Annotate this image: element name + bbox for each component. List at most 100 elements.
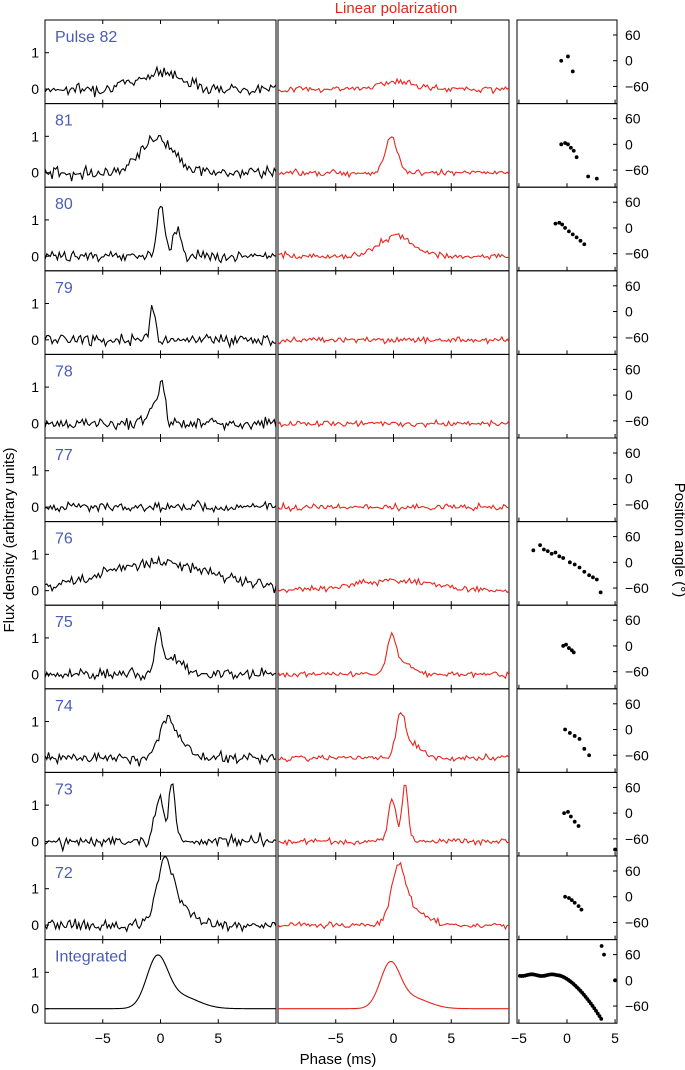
pa-point — [531, 548, 536, 553]
x-tick-label: 5 — [214, 1030, 222, 1046]
pa-tick-label: −60 — [625, 998, 649, 1014]
pa-point — [576, 824, 581, 828]
pa-point — [553, 221, 558, 226]
pa-point — [570, 69, 575, 74]
pa-tick-label: 0 — [625, 220, 633, 236]
pa-point — [566, 142, 570, 147]
x-tick-label: −5 — [328, 1030, 344, 1046]
pa-x-tick-label: 5 — [611, 1030, 619, 1046]
pa-point — [566, 54, 570, 59]
y-tick-label: 0 — [31, 415, 39, 431]
total-profile-3 — [44, 205, 277, 264]
pa-point — [568, 814, 573, 819]
pa-point — [577, 565, 582, 570]
total-profile-12 — [45, 954, 276, 1010]
pa-point — [591, 575, 595, 580]
y-tick-label: 0 — [31, 666, 39, 682]
pulse-label: 79 — [55, 280, 73, 297]
pa-point — [613, 847, 617, 852]
pa-point — [576, 904, 581, 909]
panel-frame-8-1 — [44, 604, 277, 690]
pa-tick-label: 0 — [625, 805, 633, 821]
pa-point — [567, 560, 572, 565]
pa-tick-label: −60 — [625, 329, 649, 345]
pa-x-tick-label: −5 — [511, 1030, 527, 1046]
pa-tick-label: 60 — [625, 111, 641, 127]
pa-tick-label: 0 — [625, 53, 633, 69]
pa-tick-label: −60 — [625, 747, 649, 763]
pa-tick-label: 0 — [625, 972, 633, 988]
pa-point — [561, 644, 566, 648]
y-tick-label: 1 — [31, 463, 39, 479]
pa-tick-label: 60 — [625, 779, 641, 795]
pa-point — [578, 238, 583, 243]
panel-frame-5-2 — [277, 353, 510, 439]
panel-frame-1-3 — [516, 19, 618, 105]
y-tick-label: 1 — [31, 964, 39, 980]
pa-point — [549, 551, 554, 556]
panel-frame-6-3 — [516, 437, 618, 523]
linear-profile-9 — [277, 711, 510, 763]
total-profile-6 — [44, 499, 277, 514]
panel-frame-12-2 — [277, 939, 510, 1024]
pa-point — [574, 235, 579, 240]
pa-tick-label: 60 — [625, 529, 641, 545]
y-tick-label: 1 — [31, 714, 39, 730]
y-tick-label: 1 — [31, 296, 39, 312]
x-tick-label: 5 — [447, 1030, 455, 1046]
pa-tick-label: 0 — [625, 387, 633, 403]
y-tick-label: 0 — [31, 499, 39, 515]
pulse-label: Pulse 82 — [55, 29, 117, 46]
pa-point — [557, 554, 562, 559]
pa-tick-label: −60 — [625, 580, 649, 596]
y-tick-label: 1 — [31, 45, 39, 61]
pa-tick-label: 60 — [625, 445, 641, 461]
pa-point — [577, 737, 582, 741]
y-tick-label: 0 — [31, 750, 39, 766]
pa-point — [568, 145, 573, 150]
pa-tick-label: 60 — [625, 361, 641, 377]
panel-frame-8-3 — [516, 604, 618, 690]
pa-tick-label: 0 — [625, 471, 633, 487]
pa-point — [564, 642, 568, 647]
pulse-label: 80 — [55, 196, 73, 213]
pa-tick-label: 60 — [625, 863, 641, 879]
pa-tick-label: −60 — [625, 413, 649, 429]
y-tick-label: 0 — [31, 833, 39, 849]
panel-frame-2-2 — [277, 103, 510, 188]
pa-point — [545, 549, 550, 554]
pa-point — [572, 900, 577, 905]
linear-profile-7 — [277, 577, 510, 594]
y-tick-label: 0 — [31, 1001, 39, 1017]
x-tick-label: 0 — [157, 1030, 165, 1046]
pa-tick-label: 60 — [625, 612, 641, 628]
pa-tick-label: 60 — [625, 278, 641, 294]
linear-profile-4 — [277, 335, 510, 345]
total-profile-1 — [44, 65, 277, 98]
panel-frame-5-3 — [516, 353, 618, 439]
pa-point — [563, 894, 567, 899]
x-tick-label: −5 — [95, 1030, 111, 1046]
pa-point — [569, 898, 574, 903]
pa-point — [574, 155, 579, 160]
linear-polarization-title: Linear polarization — [335, 0, 458, 17]
pa-point — [586, 174, 591, 179]
pa-tick-label: 60 — [625, 194, 641, 210]
pa-point — [567, 896, 571, 900]
pa-point — [559, 58, 564, 63]
pa-point — [602, 952, 606, 957]
panel-frame-11-3 — [516, 855, 618, 941]
pulse-label: Integrated — [55, 949, 127, 966]
pa-tick-label: −60 — [625, 496, 649, 512]
y-tick-label: 0 — [31, 81, 39, 97]
pulse-label: 73 — [55, 781, 73, 798]
pa-point — [594, 176, 599, 181]
pa-tick-label: 0 — [625, 889, 633, 905]
y-tick-label: 1 — [31, 128, 39, 144]
y-tick-label: 1 — [31, 546, 39, 562]
pa-point — [567, 229, 571, 234]
pa-point — [570, 232, 575, 237]
pa-point — [563, 226, 567, 230]
pa-tick-label: 60 — [625, 27, 641, 43]
